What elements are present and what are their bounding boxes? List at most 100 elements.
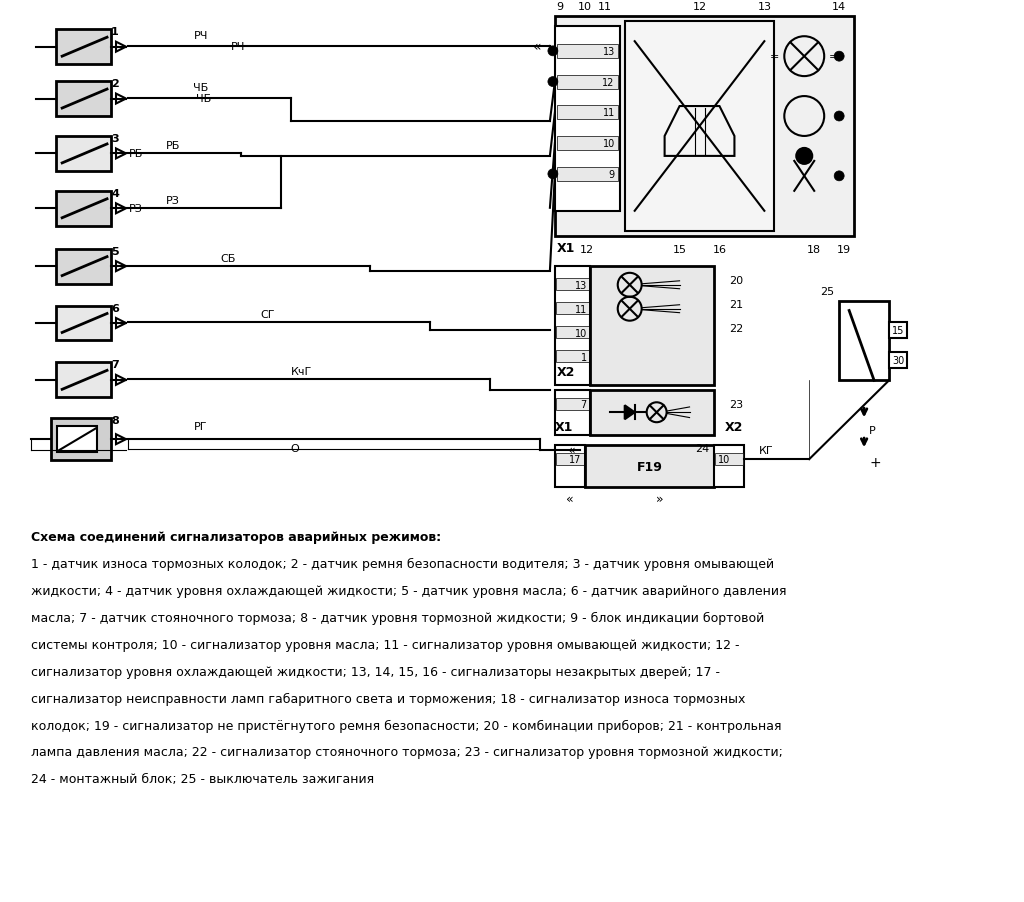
Bar xyxy=(556,454,584,465)
Text: 21: 21 xyxy=(729,299,743,309)
Bar xyxy=(839,301,889,381)
Bar xyxy=(625,23,774,232)
Text: X1: X1 xyxy=(555,420,573,434)
Text: РБ: РБ xyxy=(166,141,180,151)
Circle shape xyxy=(835,52,844,62)
Circle shape xyxy=(835,112,844,122)
Text: 7: 7 xyxy=(111,360,119,370)
Bar xyxy=(56,191,111,226)
Circle shape xyxy=(835,171,844,181)
Bar xyxy=(716,454,743,465)
Text: 24: 24 xyxy=(695,444,710,454)
Text: X2: X2 xyxy=(724,420,742,434)
Text: 16: 16 xyxy=(713,244,726,254)
Text: «: « xyxy=(566,492,573,505)
Text: 6: 6 xyxy=(111,303,119,313)
Text: ЧБ: ЧБ xyxy=(194,83,209,93)
Text: +: + xyxy=(869,456,881,470)
Bar xyxy=(56,249,111,284)
Text: СБ: СБ xyxy=(221,253,237,263)
Text: 7: 7 xyxy=(581,400,587,410)
Text: Схема соединений сигнализаторов аварийных режимов:: Схема соединений сигнализаторов аварийны… xyxy=(31,530,441,543)
Text: X1: X1 xyxy=(557,242,575,254)
Text: 15: 15 xyxy=(673,244,686,254)
Text: 9: 9 xyxy=(556,3,563,13)
Text: 22: 22 xyxy=(729,323,743,334)
Text: 4: 4 xyxy=(111,189,119,198)
Text: 13: 13 xyxy=(758,3,771,13)
Text: 1 - датчик износа тормозных колодок; 2 - датчик ремня безопасности водителя; 3 -: 1 - датчик износа тормозных колодок; 2 -… xyxy=(31,557,774,570)
Text: РБ: РБ xyxy=(129,149,143,160)
Bar xyxy=(715,446,744,487)
Text: сигнализатор неисправности ламп габаритного света и торможения; 18 - сигнализато: сигнализатор неисправности ламп габаритн… xyxy=(31,692,745,704)
Bar xyxy=(556,399,589,410)
Text: 13: 13 xyxy=(602,47,614,57)
Bar xyxy=(557,76,617,89)
Text: 11: 11 xyxy=(598,3,611,13)
Bar xyxy=(555,27,620,212)
Bar xyxy=(56,137,111,171)
Text: СГ: СГ xyxy=(261,310,275,320)
Text: РГ: РГ xyxy=(194,422,208,432)
Text: «: « xyxy=(568,444,575,456)
Bar xyxy=(590,266,715,386)
Text: 18: 18 xyxy=(807,244,821,254)
Bar xyxy=(889,323,907,339)
Bar xyxy=(556,327,589,338)
Text: ЧБ: ЧБ xyxy=(196,94,211,104)
Text: =: = xyxy=(829,52,839,62)
Text: 1: 1 xyxy=(111,27,119,37)
Bar xyxy=(56,363,111,398)
Bar xyxy=(555,17,854,236)
Circle shape xyxy=(797,149,812,165)
Bar xyxy=(557,106,617,120)
Bar xyxy=(590,391,715,436)
Text: 15: 15 xyxy=(892,327,904,336)
Text: 13: 13 xyxy=(574,281,587,290)
Text: F19: F19 xyxy=(637,460,663,473)
Text: 24 - монтажный блок; 25 - выключатель зажигания: 24 - монтажный блок; 25 - выключатель за… xyxy=(31,772,375,786)
Circle shape xyxy=(548,170,558,179)
Text: =: = xyxy=(770,52,779,62)
Bar xyxy=(56,306,111,341)
Text: 23: 23 xyxy=(729,400,743,410)
Text: 12: 12 xyxy=(580,244,594,254)
Text: 12: 12 xyxy=(602,78,614,87)
Text: О: О xyxy=(291,444,299,454)
Bar xyxy=(557,168,617,181)
Polygon shape xyxy=(625,406,635,419)
Text: 12: 12 xyxy=(692,3,707,13)
Bar xyxy=(889,353,907,369)
Text: 5: 5 xyxy=(111,246,119,256)
Bar xyxy=(555,266,590,386)
Text: 10: 10 xyxy=(718,455,730,465)
Text: колодок; 19 - сигнализатор не пристёгнутого ремня безопасности; 20 - комбинации : колодок; 19 - сигнализатор не пристёгнут… xyxy=(31,719,781,732)
Bar xyxy=(555,446,585,487)
Bar xyxy=(57,427,97,453)
Bar xyxy=(557,137,617,151)
Text: 1: 1 xyxy=(581,352,587,363)
Text: 30: 30 xyxy=(892,356,904,366)
Text: 10: 10 xyxy=(578,3,592,13)
Text: 10: 10 xyxy=(574,328,587,338)
Text: КчГ: КчГ xyxy=(291,367,312,377)
Text: РЧ: РЧ xyxy=(230,42,245,52)
Bar xyxy=(557,45,617,59)
Bar xyxy=(556,279,589,290)
Text: »: » xyxy=(655,492,664,505)
Text: 14: 14 xyxy=(833,3,846,13)
Text: лампа давления масла; 22 - сигнализатор стояночного тормоза; 23 - сигнализатор у: лампа давления масла; 22 - сигнализатор … xyxy=(31,746,783,759)
Text: РЗ: РЗ xyxy=(166,196,180,206)
Text: 8: 8 xyxy=(111,416,119,426)
Bar xyxy=(555,391,590,436)
Text: 9: 9 xyxy=(608,170,614,179)
Bar xyxy=(585,446,715,487)
Text: «: « xyxy=(532,41,542,54)
Text: КГ: КГ xyxy=(760,446,774,456)
Text: 11: 11 xyxy=(602,108,614,118)
Text: сигнализатор уровня охлаждающей жидкости; 13, 14, 15, 16 - сигнализаторы незакры: сигнализатор уровня охлаждающей жидкости… xyxy=(31,665,720,678)
Bar xyxy=(556,302,589,315)
Circle shape xyxy=(548,78,558,87)
Text: 11: 11 xyxy=(574,304,587,315)
Text: 17: 17 xyxy=(569,455,582,465)
